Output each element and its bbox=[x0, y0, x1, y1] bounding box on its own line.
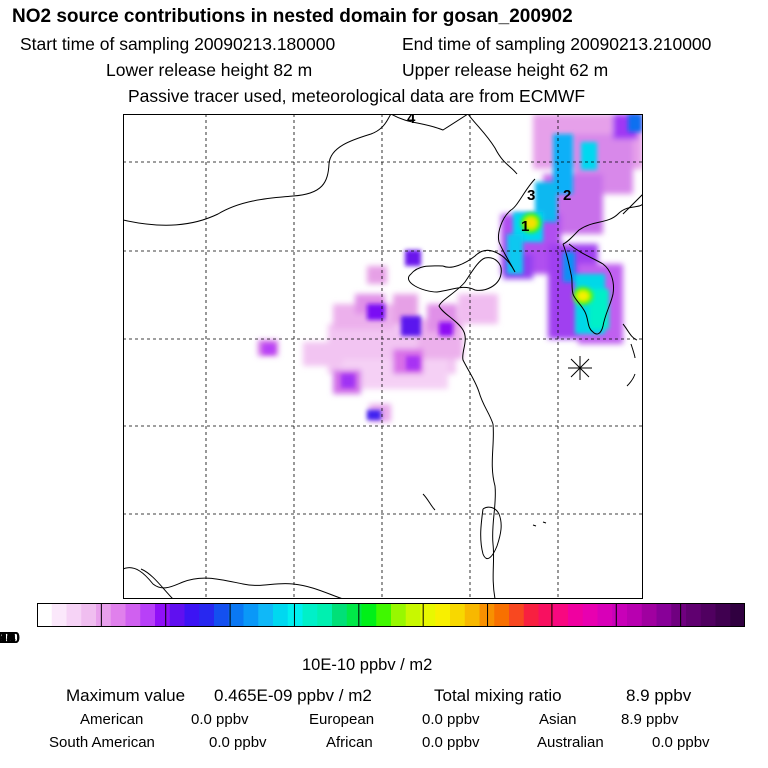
color-scale-cell bbox=[81, 603, 97, 627]
color-scale-cell bbox=[228, 603, 245, 627]
color-scale-cell bbox=[376, 603, 392, 627]
color-scale-cell bbox=[155, 603, 171, 627]
coastlines bbox=[123, 114, 643, 599]
start-time: Start time of sampling 20090213.180000 bbox=[20, 34, 336, 54]
color-scale-cell bbox=[538, 603, 554, 627]
color-scale-cell bbox=[214, 603, 230, 627]
max-value: 0.465E-09 ppbv / m2 bbox=[214, 686, 372, 705]
color-scale-cell bbox=[656, 603, 672, 627]
region-value: 0.0 ppbv bbox=[422, 734, 480, 751]
color-scale-cell bbox=[568, 603, 584, 627]
region-value: 8.9 ppbv bbox=[621, 711, 679, 728]
color-scale-cell bbox=[258, 603, 274, 627]
total-mixing-ratio-label: Total mixing ratio bbox=[434, 686, 562, 705]
region-value: 0.0 ppbv bbox=[422, 711, 480, 728]
color-scale-cell bbox=[420, 603, 436, 627]
color-scale-cell bbox=[509, 603, 525, 627]
color-scale-cell bbox=[671, 603, 687, 627]
color-scale-cell bbox=[184, 603, 200, 627]
color-scale-tick-label: 1.25 bbox=[0, 630, 16, 647]
color-scale-cell bbox=[346, 603, 363, 627]
contribution-map: 1 2 3 4 bbox=[123, 114, 643, 599]
plot-title: NO2 source contributions in nested domai… bbox=[12, 6, 573, 27]
trajectory-label-1: 1 bbox=[521, 218, 529, 235]
color-scale-tick-label: 0.31 bbox=[0, 630, 16, 647]
color-scale-cell bbox=[464, 603, 481, 627]
color-scale-cell bbox=[361, 603, 377, 627]
color-scale-cell bbox=[66, 603, 82, 627]
trajectory-label-3: 3 bbox=[527, 187, 535, 204]
color-scale-cell bbox=[317, 603, 333, 627]
region-name: European bbox=[309, 711, 375, 728]
color-scale-cell bbox=[169, 603, 186, 627]
region-name: South American bbox=[49, 734, 155, 751]
color-scale-cell bbox=[243, 603, 259, 627]
color-scale-cell bbox=[140, 603, 156, 627]
color-scale-cell bbox=[582, 603, 599, 627]
trajectory-label-4: 4 bbox=[407, 114, 416, 127]
color-scale-cell bbox=[199, 603, 215, 627]
color-scale-cell bbox=[287, 603, 304, 627]
tracer-note: Passive tracer used, meteorological data… bbox=[128, 86, 586, 106]
color-scale-tick-label: 20.00 bbox=[0, 630, 21, 647]
color-scale-tick-label: 0.63 bbox=[0, 630, 16, 647]
color-scale-cell bbox=[730, 603, 745, 627]
plume-purple-spots bbox=[263, 250, 453, 420]
color-scale-cell bbox=[612, 603, 628, 627]
color-scale-cell bbox=[700, 603, 717, 627]
color-scale-cell bbox=[627, 603, 643, 627]
color-scale-cell bbox=[405, 603, 422, 627]
color-scale-cell bbox=[273, 603, 289, 627]
color-scale-bar bbox=[37, 603, 745, 627]
color-scale-cell bbox=[715, 603, 731, 627]
color-scale-tick-label: 0.02 bbox=[0, 630, 16, 647]
color-scale-cell bbox=[553, 603, 569, 627]
color-scale-cell bbox=[494, 603, 510, 627]
lat-lon-grid bbox=[123, 114, 643, 599]
region-value: 0.0 ppbv bbox=[209, 734, 267, 751]
color-scale-tick-label: 0.16 bbox=[0, 630, 16, 647]
color-scale-cell bbox=[641, 603, 658, 627]
region-name: Asian bbox=[539, 711, 577, 728]
color-scale-cell bbox=[110, 603, 127, 627]
color-scale-cell bbox=[597, 603, 613, 627]
region-name: American bbox=[80, 711, 144, 728]
color-scale-tick-label: 0.00 bbox=[0, 630, 16, 647]
color-scale-units: 10E-10 ppbv / m2 bbox=[302, 656, 433, 674]
trajectory-label-2: 2 bbox=[563, 187, 571, 204]
color-scale-cell bbox=[37, 603, 53, 627]
color-scale-cell bbox=[450, 603, 466, 627]
color-scale-cell bbox=[332, 603, 348, 627]
color-scale-cell bbox=[96, 603, 112, 627]
color-scale-tick-label: 0.04 bbox=[0, 630, 16, 647]
end-time: End time of sampling 20090213.210000 bbox=[402, 34, 712, 54]
color-scale-cell bbox=[51, 603, 68, 627]
color-scale-cell bbox=[391, 603, 407, 627]
color-scale-cell bbox=[435, 603, 451, 627]
color-scale-tick-label: 0.08 bbox=[0, 630, 16, 647]
region-name: Australian bbox=[537, 734, 604, 751]
color-scale-cell bbox=[302, 603, 318, 627]
color-scale-tick-label: 2.50 bbox=[0, 630, 16, 647]
map-frame bbox=[123, 114, 643, 599]
lower-release-height: Lower release height 82 m bbox=[106, 60, 313, 80]
max-value-label: Maximum value bbox=[66, 686, 186, 705]
color-scale-cell bbox=[125, 603, 141, 627]
color-scale-cell bbox=[523, 603, 540, 627]
color-scale-tick-label: 10.00 bbox=[0, 630, 21, 647]
total-mixing-ratio-value: 8.9 ppbv bbox=[626, 686, 692, 705]
color-scale-tick-label: 5.00 bbox=[0, 630, 16, 647]
region-value: 0.0 ppbv bbox=[652, 734, 710, 751]
region-value: 0.0 ppbv bbox=[191, 711, 249, 728]
receptor-star-icon bbox=[568, 356, 592, 380]
upper-release-height: Upper release height 62 m bbox=[402, 60, 609, 80]
region-name: African bbox=[326, 734, 373, 751]
plume-hotspots bbox=[521, 213, 593, 305]
color-scale-cell bbox=[686, 603, 702, 627]
